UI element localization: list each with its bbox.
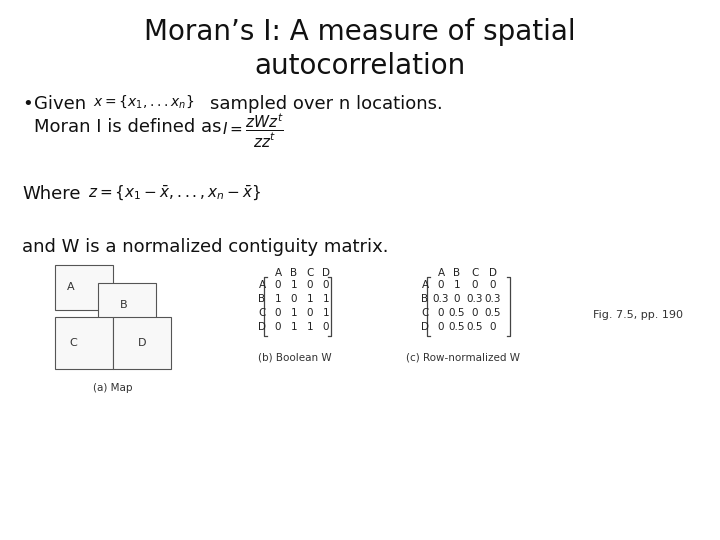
Text: Moran I is defined as: Moran I is defined as bbox=[34, 118, 222, 136]
Text: 0: 0 bbox=[490, 322, 496, 332]
Text: A: A bbox=[258, 280, 266, 290]
Text: 0: 0 bbox=[307, 280, 313, 290]
Bar bbox=[55, 265, 113, 310]
Text: C: C bbox=[69, 338, 77, 348]
Bar bbox=[113, 317, 171, 369]
Text: 1: 1 bbox=[275, 294, 282, 304]
Text: (c) Row-normalized W: (c) Row-normalized W bbox=[406, 352, 520, 362]
Text: $x=\{x_{1},...x_{n}\}$: $x=\{x_{1},...x_{n}\}$ bbox=[93, 93, 194, 110]
Text: 0: 0 bbox=[275, 322, 282, 332]
Text: C: C bbox=[306, 268, 314, 278]
Text: B: B bbox=[454, 268, 461, 278]
Text: 0: 0 bbox=[307, 308, 313, 318]
Text: C: C bbox=[421, 308, 428, 318]
Text: A: A bbox=[438, 268, 444, 278]
Text: (b) Boolean W: (b) Boolean W bbox=[258, 352, 332, 362]
Text: B: B bbox=[120, 300, 128, 310]
Text: $I=\dfrac{zWz^{t}}{zz^{t}}$: $I=\dfrac{zWz^{t}}{zz^{t}}$ bbox=[222, 112, 284, 150]
Text: 0: 0 bbox=[275, 308, 282, 318]
Text: 0: 0 bbox=[323, 280, 329, 290]
Bar bbox=[55, 317, 113, 369]
Text: (a) Map: (a) Map bbox=[94, 383, 132, 393]
Text: 0: 0 bbox=[438, 308, 444, 318]
Text: A: A bbox=[274, 268, 282, 278]
Text: 0.3: 0.3 bbox=[467, 294, 483, 304]
Text: 1: 1 bbox=[323, 294, 329, 304]
Text: Fig. 7.5, pp. 190: Fig. 7.5, pp. 190 bbox=[593, 310, 683, 320]
Text: 0.5: 0.5 bbox=[467, 322, 483, 332]
Text: B: B bbox=[290, 268, 297, 278]
Text: 1: 1 bbox=[454, 280, 460, 290]
Bar bbox=[98, 283, 156, 328]
Text: 0: 0 bbox=[438, 280, 444, 290]
Text: D: D bbox=[322, 268, 330, 278]
Text: D: D bbox=[258, 322, 266, 332]
Text: D: D bbox=[138, 338, 146, 348]
Text: Where: Where bbox=[22, 185, 81, 203]
Text: 1: 1 bbox=[291, 280, 297, 290]
Text: $z=\left\{x_{1}-\bar{x},...,x_{n}-\bar{x}\right\}$: $z=\left\{x_{1}-\bar{x},...,x_{n}-\bar{x… bbox=[88, 183, 261, 201]
Text: B: B bbox=[421, 294, 428, 304]
Text: 1: 1 bbox=[307, 322, 313, 332]
Text: 0.5: 0.5 bbox=[485, 308, 501, 318]
Text: Given: Given bbox=[34, 95, 86, 113]
Text: C: C bbox=[472, 268, 479, 278]
Text: 0.5: 0.5 bbox=[449, 308, 465, 318]
Text: C: C bbox=[258, 308, 266, 318]
Text: 1: 1 bbox=[307, 294, 313, 304]
Text: autocorrelation: autocorrelation bbox=[254, 52, 466, 80]
Text: 0: 0 bbox=[490, 280, 496, 290]
Text: sampled over n locations.: sampled over n locations. bbox=[210, 95, 443, 113]
Text: 1: 1 bbox=[323, 308, 329, 318]
Text: 0: 0 bbox=[323, 322, 329, 332]
Text: 0: 0 bbox=[438, 322, 444, 332]
Text: 0.3: 0.3 bbox=[433, 294, 449, 304]
Text: B: B bbox=[258, 294, 266, 304]
Text: 0: 0 bbox=[472, 280, 478, 290]
Text: 0.3: 0.3 bbox=[485, 294, 501, 304]
Text: and W is a normalized contiguity matrix.: and W is a normalized contiguity matrix. bbox=[22, 238, 389, 256]
Text: 0.5: 0.5 bbox=[449, 322, 465, 332]
Text: D: D bbox=[489, 268, 497, 278]
Text: 1: 1 bbox=[291, 322, 297, 332]
Text: A: A bbox=[421, 280, 428, 290]
Text: A: A bbox=[67, 282, 75, 292]
Text: Moran’s I: A measure of spatial: Moran’s I: A measure of spatial bbox=[144, 18, 576, 46]
Text: 0: 0 bbox=[291, 294, 297, 304]
Text: 1: 1 bbox=[291, 308, 297, 318]
Text: •: • bbox=[22, 95, 32, 113]
Text: D: D bbox=[421, 322, 429, 332]
Text: 0: 0 bbox=[454, 294, 460, 304]
Text: 0: 0 bbox=[472, 308, 478, 318]
Text: 0: 0 bbox=[275, 280, 282, 290]
